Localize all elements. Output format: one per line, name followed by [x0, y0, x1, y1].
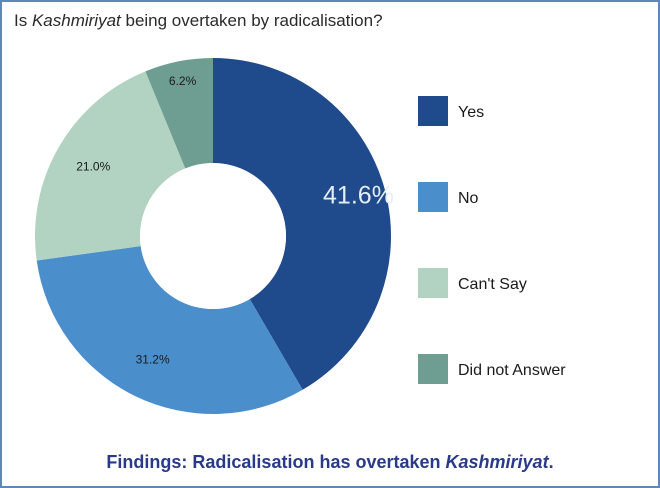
legend-swatch	[418, 354, 448, 384]
legend-swatch	[418, 268, 448, 298]
legend-swatch	[418, 96, 448, 126]
legend-swatch	[418, 182, 448, 212]
findings-footer: Findings: Radicalisation has overtaken K…	[106, 452, 554, 472]
donut-hole	[140, 163, 286, 309]
legend-label: No	[458, 190, 479, 207]
slice-did-not-answer	[145, 58, 213, 169]
data-label-yes: 41.6%	[323, 181, 394, 209]
slice-no	[36, 246, 303, 415]
data-label-did-not-answer: 6.2%	[169, 74, 197, 88]
legend-label: Did not Answer	[458, 362, 566, 379]
data-label-no: 31.2%	[136, 352, 170, 366]
legend-label: Yes	[458, 104, 485, 121]
data-label-can-t-say: 21.0%	[76, 159, 110, 173]
slice-can-t-say	[35, 71, 186, 261]
slice-yes	[213, 58, 392, 390]
legend-label: Can't Say	[458, 276, 527, 293]
chart-title: Is Kashmiriyat being overtaken by radica…	[14, 11, 383, 30]
